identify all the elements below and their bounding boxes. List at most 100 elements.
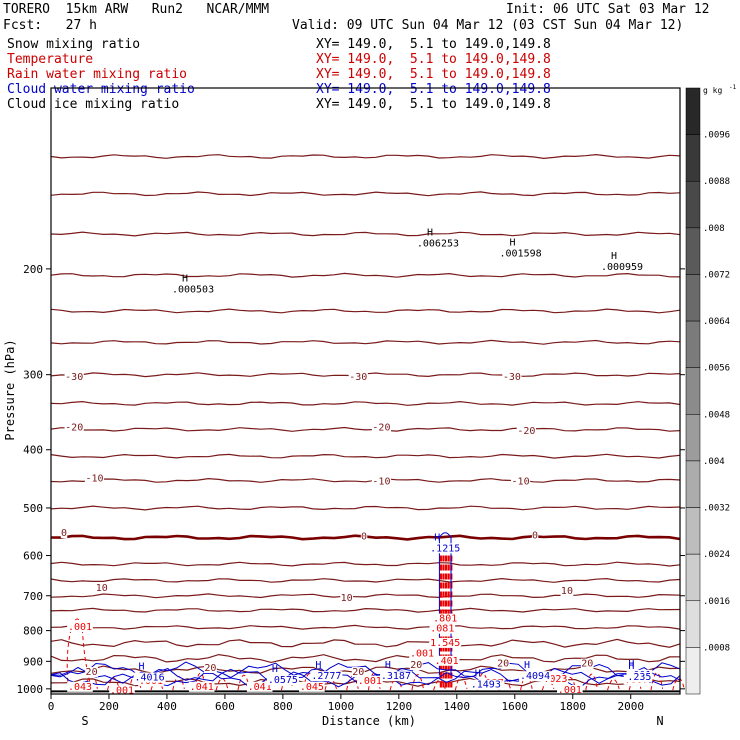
isotherm-label-bg — [204, 662, 217, 673]
rain-contour — [585, 673, 598, 691]
colorbar-tick-label: .0064 — [703, 317, 730, 327]
isotherm-line — [50, 577, 681, 583]
colorbar-segment — [685, 414, 701, 462]
high-marker: H — [385, 660, 391, 671]
field-xy-cloud-water: XY= 149.0, 5.1 to 149.0,149.8 — [316, 82, 551, 97]
isotherm-label-bg — [360, 531, 368, 542]
y-tick-label: 700 — [23, 590, 43, 603]
x-axis-label: Distance (km) — [322, 714, 416, 728]
isotherm-label-bg — [531, 530, 539, 541]
isotherm-label-bg — [409, 660, 423, 671]
colorbar-tick-label: .0048 — [703, 410, 730, 420]
high-value-label-bg — [498, 248, 543, 259]
isotherm-label-bg — [64, 422, 84, 433]
colorbar-segment — [685, 367, 701, 415]
y-tick-label: 1000 — [17, 683, 44, 696]
high-value-label-bg — [599, 261, 645, 272]
high-value-label: .0575 — [268, 675, 298, 686]
isotherm-label-bg — [371, 476, 392, 487]
isotherm-label: -20 — [372, 422, 390, 433]
isotherm-line — [50, 191, 681, 197]
isotherm-label-bg — [560, 586, 574, 597]
colorbar-segment — [685, 134, 701, 182]
isotherm-label-bg — [60, 528, 68, 539]
colorbar-tick-label: .0088 — [703, 177, 730, 187]
isotherm-label: 20 — [410, 660, 422, 671]
isotherm-line — [50, 561, 681, 567]
high-marker: H — [628, 661, 634, 672]
colorbar-segment — [685, 507, 701, 555]
rain-label-bg — [409, 648, 435, 659]
isotherm-label-bg — [580, 658, 594, 669]
isotherm-label-bg — [496, 658, 510, 669]
high-marker: H — [475, 669, 481, 680]
colorbar-tick-label: .0096 — [703, 131, 730, 141]
forecast-hour: Fcst: 27 h — [3, 18, 97, 33]
x-tick-label: 0 — [48, 700, 55, 713]
rain-label: 1.545 — [430, 638, 460, 649]
y-tick-label: 600 — [23, 550, 43, 563]
high-value-label: .2777 — [311, 671, 341, 682]
isotherm-label-bg — [516, 425, 536, 436]
high-value-label: .4094 — [520, 671, 550, 682]
colorbar-segment — [685, 274, 701, 322]
colorbar-segment — [685, 87, 701, 135]
isotherm-label: 20 — [204, 663, 216, 674]
x-tick-label: 200 — [99, 700, 119, 713]
high-value-label: .000503 — [172, 284, 214, 295]
rain-label-bg — [188, 681, 215, 692]
rain-label: .401 — [435, 656, 459, 667]
high-marker: H — [427, 228, 433, 239]
y-tick-label: 200 — [23, 263, 43, 276]
rain-label: .001 — [410, 648, 434, 659]
high-value-label: .235 — [627, 672, 651, 683]
model-title: TORERO 15km ARW Run2 NCAR/MMM — [3, 2, 270, 17]
isotherm-label: 20 — [581, 659, 593, 670]
high-value-label-bg — [133, 672, 166, 683]
cloud-water-tower — [438, 532, 452, 676]
isotherm-line — [50, 477, 681, 483]
isotherm-label-bg — [510, 476, 531, 487]
isotherm-line — [50, 607, 681, 613]
x-tick-label: 2000 — [617, 700, 644, 713]
colorbar-tick-label: .0024 — [703, 550, 730, 560]
rain-label: .043 — [68, 682, 92, 693]
isotherm-line — [50, 153, 681, 160]
isotherm-label: -30 — [349, 372, 367, 383]
rain-label: .041 — [248, 682, 272, 693]
colorbar-segment — [685, 600, 701, 648]
field-label-cloud-ice: Cloud ice mixing ratio — [7, 97, 180, 112]
field-label-rain: Rain water mixing ratio — [7, 67, 188, 82]
colorbar-tick-label: .0008 — [703, 643, 730, 653]
rain-contour — [672, 677, 685, 691]
isotherm-label-bg — [371, 422, 392, 433]
high-value-label-bg — [379, 671, 412, 682]
high-value-label: .1493 — [471, 680, 501, 691]
x-tick-label: 400 — [157, 700, 177, 713]
high-marker: H — [628, 659, 634, 670]
rain-contour — [324, 678, 337, 691]
high-marker: H — [139, 662, 145, 673]
rain-label: .801 — [433, 614, 457, 625]
rain-label-bg — [429, 623, 456, 634]
colorbar-tick-label: .0032 — [703, 504, 730, 514]
colorbar: .0096 .0088 .008 .0072 .0064 .0056 .0048 .004 .0… — [685, 87, 730, 695]
isotherm-line — [50, 339, 681, 345]
high-value-label-bg — [170, 284, 216, 295]
rain-label: .001 — [68, 622, 92, 633]
y-tick-label: 400 — [23, 444, 43, 457]
y-axis-label: Pressure (hPa) — [3, 339, 17, 440]
rain-label-bg — [433, 655, 460, 666]
isotherm-label-bg — [340, 593, 354, 604]
rain-label-bg — [357, 675, 383, 686]
field-xy-cloud-ice: XY= 149.0, 5.1 to 149.0,149.8 — [316, 97, 551, 112]
isotherm-label: -20 — [65, 422, 83, 433]
y-tick-label: 800 — [23, 625, 43, 638]
high-marker: H — [524, 660, 530, 671]
isotherm-label-bg — [351, 667, 365, 678]
isotherm-line — [50, 593, 681, 599]
isotherm-line — [50, 308, 681, 314]
high-marker: H — [272, 664, 278, 675]
colorbar-segment — [685, 460, 701, 508]
isotherm-line — [50, 624, 681, 630]
